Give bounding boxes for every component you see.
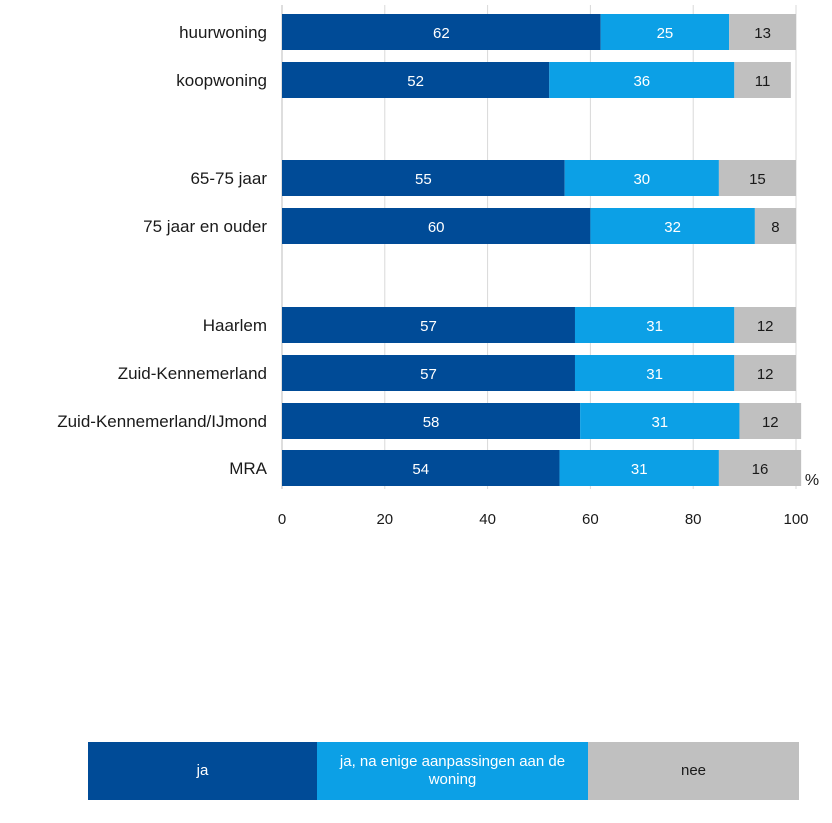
data-label: 62 bbox=[433, 25, 450, 42]
data-label: 12 bbox=[757, 366, 774, 383]
bar-segment bbox=[282, 355, 575, 391]
bar-segment bbox=[590, 208, 755, 244]
data-label: 31 bbox=[646, 318, 663, 335]
bar-segment bbox=[574, 355, 735, 391]
bar-segment bbox=[559, 450, 719, 486]
x-tick-label: 100 bbox=[783, 511, 808, 528]
legend-item-ja: ja bbox=[88, 742, 317, 800]
data-label: 32 bbox=[664, 219, 681, 236]
data-label: 54 bbox=[412, 461, 429, 478]
x-tick-label: 0 bbox=[278, 511, 286, 528]
bar-segment bbox=[282, 307, 575, 343]
data-label: 55 bbox=[415, 171, 432, 188]
data-label: 36 bbox=[633, 73, 650, 90]
data-label: 58 bbox=[423, 414, 440, 431]
bar-segment bbox=[734, 62, 791, 98]
data-label: 31 bbox=[631, 461, 648, 478]
data-label: 31 bbox=[651, 414, 668, 431]
bar-segment bbox=[564, 160, 719, 196]
data-label: 30 bbox=[633, 171, 650, 188]
bar-segment bbox=[754, 208, 796, 244]
category-label: huurwoning bbox=[179, 23, 267, 42]
data-label: 16 bbox=[752, 461, 769, 478]
x-tick-label: 80 bbox=[685, 511, 702, 528]
data-label: 60 bbox=[428, 219, 445, 236]
category-label: MRA bbox=[229, 459, 267, 478]
x-tick-labels: 0 20 40 60 80 100 bbox=[278, 511, 809, 528]
category-label: 65-75 jaar bbox=[190, 169, 267, 188]
bar-segment bbox=[734, 307, 796, 343]
legend-item-nee: nee bbox=[588, 742, 799, 800]
data-label: 13 bbox=[754, 25, 771, 42]
bar-segment bbox=[734, 355, 796, 391]
x-tick-label: 60 bbox=[582, 511, 599, 528]
data-label: 12 bbox=[757, 318, 774, 335]
unit-label: % bbox=[805, 472, 819, 489]
x-tick-label: 20 bbox=[376, 511, 393, 528]
bar-segment bbox=[574, 307, 735, 343]
bar-segment bbox=[282, 14, 601, 50]
bar-segment bbox=[282, 450, 560, 486]
bars: 62 25 13 52 36 11 55 30 15 60 32 8 57 31 12 57 31 12 58 31 1… bbox=[282, 14, 802, 486]
bar-segment bbox=[739, 403, 802, 439]
data-label: 25 bbox=[657, 25, 674, 42]
data-label: 57 bbox=[420, 318, 437, 335]
bar-segment bbox=[729, 14, 796, 50]
data-label: 31 bbox=[646, 366, 663, 383]
bar-segment bbox=[600, 14, 730, 50]
category-label: Haarlem bbox=[203, 316, 267, 335]
legend-item-ja-na-aanpassingen: ja, na enige aanpassingen aan de woning bbox=[317, 742, 588, 800]
data-label: 15 bbox=[749, 171, 766, 188]
data-label: 57 bbox=[420, 366, 437, 383]
category-label: Zuid-Kennemerland/IJmond bbox=[57, 412, 267, 431]
bar-segment bbox=[549, 62, 735, 98]
data-label: 11 bbox=[755, 73, 771, 90]
bar-segment bbox=[718, 450, 802, 486]
category-labels: huurwoning koopwoning 65-75 jaar 75 jaar en… bbox=[57, 23, 267, 478]
bar-segment bbox=[718, 160, 796, 196]
bar-segment bbox=[282, 208, 591, 244]
bar-segment bbox=[580, 403, 740, 439]
category-label: 75 jaar en ouder bbox=[143, 217, 267, 236]
data-label: 12 bbox=[762, 414, 779, 431]
bar-segment bbox=[282, 62, 550, 98]
bar-segment bbox=[282, 403, 581, 439]
category-label: Zuid-Kennemerland bbox=[118, 364, 267, 383]
stacked-bar-chart: 62 25 13 52 36 11 55 30 15 60 32 8 57 31 12 57 31 12 58 31 1… bbox=[57, 5, 819, 528]
x-tick-label: 40 bbox=[479, 511, 496, 528]
data-label: 52 bbox=[407, 73, 424, 90]
bar-segment bbox=[282, 160, 565, 196]
data-label: 8 bbox=[771, 219, 779, 236]
category-label: koopwoning bbox=[176, 71, 267, 90]
legend: ja ja, na enige aanpassingen aan de woni… bbox=[88, 742, 799, 800]
